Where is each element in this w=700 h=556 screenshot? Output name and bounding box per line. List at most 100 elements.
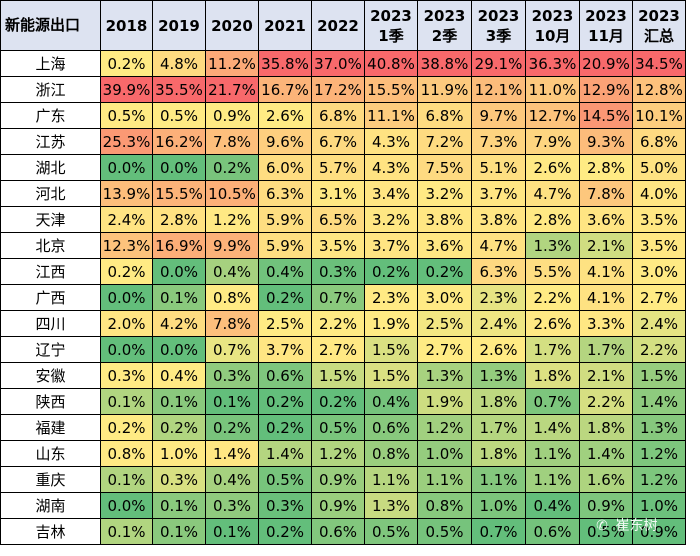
value-cell: 1.3% xyxy=(417,362,472,389)
table-row: 天津 2.4% 2.8% 1.2% 5.9% 6.5% 3.2% 3.8% 3.8% 2.8% 3.… xyxy=(0,206,686,233)
value-cell: 2.6% xyxy=(525,310,580,337)
value-cell: 2.2% xyxy=(632,336,686,363)
value-cell: 0.3% xyxy=(258,492,312,519)
value-cell: 0.0% xyxy=(100,492,153,519)
value-cell: 2.0% xyxy=(100,310,153,337)
value-cell: 2.8% xyxy=(525,206,580,233)
value-cell: 37.0% xyxy=(311,50,365,77)
table-row: 湖北 0.0% 0.0% 0.2% 6.0% 5.7% 4.3% 7.5% 5.1% 2.6% 2.… xyxy=(0,154,686,181)
value-cell: 7.5% xyxy=(417,154,472,181)
value-cell: 11.0% xyxy=(525,76,580,103)
value-cell: 0.0% xyxy=(100,154,153,181)
value-cell: 0.4% xyxy=(525,492,580,519)
column-header-year: 2020 xyxy=(211,16,253,35)
province-cell: 天津 xyxy=(0,206,101,233)
column-header-year: 2023 xyxy=(531,6,574,25)
province-cell: 广东 xyxy=(0,102,101,129)
value-cell: 1.5% xyxy=(632,362,686,389)
value-cell: 4.2% xyxy=(152,310,206,337)
value-cell: 1.5% xyxy=(364,362,418,389)
value-cell: 1.7% xyxy=(579,336,633,363)
value-cell: 2.7% xyxy=(311,336,365,363)
value-cell: 1.1% xyxy=(525,440,580,467)
value-cell: 3.5% xyxy=(632,232,686,259)
value-cell: 0.5% xyxy=(417,518,472,545)
value-cell: 3.2% xyxy=(417,180,472,207)
value-cell: 2.2% xyxy=(311,310,365,337)
province-cell: 广西 xyxy=(0,284,101,311)
value-cell: 0.9% xyxy=(579,492,633,519)
value-cell: 0.1% xyxy=(205,518,259,545)
column-header-period: 3季 xyxy=(485,26,512,45)
value-cell: 6.0% xyxy=(258,154,312,181)
value-cell: 9.6% xyxy=(258,128,312,155)
value-cell: 3.5% xyxy=(311,232,365,259)
column-header: 2023 1季 xyxy=(364,0,418,51)
value-cell: 0.0% xyxy=(152,336,206,363)
value-cell: 11.2% xyxy=(205,50,259,77)
province-cell: 浙江 xyxy=(0,76,101,103)
value-cell: 0.8% xyxy=(100,440,153,467)
value-cell: 2.5% xyxy=(258,310,312,337)
column-header-year: 2023 xyxy=(477,6,520,25)
value-cell: 0.0% xyxy=(152,154,206,181)
value-cell: 2.7% xyxy=(417,336,472,363)
value-cell: 2.2% xyxy=(579,388,633,415)
value-cell: 0.5% xyxy=(579,518,633,545)
value-cell: 0.9% xyxy=(632,518,686,545)
watermark-text: 崔东树 xyxy=(615,518,658,534)
province-cell: 重庆 xyxy=(0,466,101,493)
value-cell: 0.6% xyxy=(311,518,365,545)
value-cell: 0.4% xyxy=(205,258,259,285)
value-cell: 0.8% xyxy=(417,492,472,519)
value-cell: 0.2% xyxy=(311,388,365,415)
value-cell: 11.1% xyxy=(364,102,418,129)
value-cell: 0.2% xyxy=(100,258,153,285)
value-cell: 5.7% xyxy=(311,154,365,181)
value-cell: 6.7% xyxy=(311,128,365,155)
value-cell: 0.0% xyxy=(100,284,153,311)
value-cell: 0.1% xyxy=(152,492,206,519)
value-cell: 12.9% xyxy=(579,76,633,103)
value-cell: 0.4% xyxy=(152,362,206,389)
value-cell: 1.0% xyxy=(632,492,686,519)
value-cell: 2.3% xyxy=(471,284,526,311)
value-cell: 0.5% xyxy=(258,466,312,493)
value-cell: 5.5% xyxy=(525,258,580,285)
column-header-year: 2022 xyxy=(317,16,359,35)
value-cell: 0.9% xyxy=(205,102,259,129)
value-cell: 2.7% xyxy=(632,284,686,311)
value-cell: 21.7% xyxy=(205,76,259,103)
value-cell: 0.5% xyxy=(364,518,418,545)
value-cell: 38.8% xyxy=(417,50,472,77)
value-cell: 4.3% xyxy=(364,128,418,155)
value-cell: 1.4% xyxy=(579,440,633,467)
value-cell: 16.9% xyxy=(152,232,206,259)
province-cell: 湖北 xyxy=(0,154,101,181)
value-cell: 5.1% xyxy=(471,154,526,181)
value-cell: 1.5% xyxy=(364,336,418,363)
value-cell: 2.6% xyxy=(471,336,526,363)
value-cell: 1.4% xyxy=(205,440,259,467)
table-row: 福建 0.2% 0.2% 0.2% 0.2% 0.5% 0.6% 1.2% 1.7% 1.4% 1.… xyxy=(0,414,686,441)
value-cell: 15.5% xyxy=(364,76,418,103)
province-cell: 辽宁 xyxy=(0,336,101,363)
value-cell: 0.2% xyxy=(152,414,206,441)
value-cell: 1.7% xyxy=(525,336,580,363)
value-cell: 0.2% xyxy=(258,388,312,415)
value-cell: 4.1% xyxy=(579,258,633,285)
value-cell: 1.9% xyxy=(364,310,418,337)
value-cell: 1.0% xyxy=(417,440,472,467)
value-cell: 1.1% xyxy=(417,466,472,493)
column-header: 2023 11月 xyxy=(579,0,633,51)
value-cell: 1.5% xyxy=(311,362,365,389)
value-cell: 3.5% xyxy=(632,206,686,233)
value-cell: 0.8% xyxy=(205,284,259,311)
value-cell: 1.3% xyxy=(471,362,526,389)
value-cell: 0.1% xyxy=(100,466,153,493)
value-cell: 5.0% xyxy=(632,154,686,181)
value-cell: 2.4% xyxy=(100,206,153,233)
value-cell: 2.1% xyxy=(579,362,633,389)
province-cell: 江苏 xyxy=(0,128,101,155)
value-cell: 2.8% xyxy=(152,206,206,233)
